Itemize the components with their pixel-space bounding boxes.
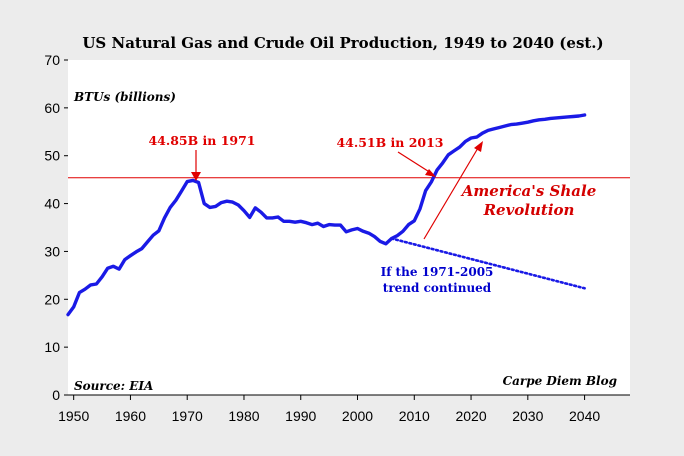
x-tick-label: 1970 [172,408,203,424]
trend-projection-line [390,237,586,290]
annotation-1971-peak: 44.85B in 1971 [148,133,255,148]
annotation-shale-line2: Revolution [483,201,575,219]
y-tick-label: 0 [52,387,60,403]
annotation-1971-arrowhead [191,172,201,181]
x-tick-label: 2000 [342,408,373,424]
chart-title: US Natural Gas and Crude Oil Production,… [82,34,603,52]
x-tick-label: 2010 [399,408,430,424]
production-line [66,113,587,317]
x-tick-label: 2030 [512,408,543,424]
y-tick-label: 60 [44,100,60,116]
annotations: 44.85B in 1971 44.51B in 2013 America's … [148,133,596,295]
y-tick-label: 50 [44,148,60,164]
y-axis-label: BTUs (billions) [73,90,176,104]
credit-note: Carpe Diem Blog [503,374,617,388]
annotation-shale-line1: America's Shale [460,182,596,200]
annotation-trend-line2: trend continued [383,281,492,295]
x-tick-label: 2040 [569,408,600,424]
x-tick-label: 1960 [115,408,146,424]
annotation-2013-level: 44.51B in 2013 [336,135,443,150]
annotation-shale-arrow [423,147,479,240]
plot-area [68,60,630,395]
y-tick-label: 10 [44,339,60,355]
x-axis-ticks: 1950 1960 1970 1980 1990 2000 2010 2020 2030 2040 [58,395,600,424]
x-tick-label: 1950 [58,408,89,424]
x-tick-label: 1980 [228,408,259,424]
source-note: Source: EIA [74,379,153,393]
y-tick-label: 30 [44,243,60,259]
annotation-trend-line1: If the 1971-2005 [381,265,494,279]
series-layer [66,113,587,317]
x-tick-label: 1990 [285,408,316,424]
y-tick-label: 40 [44,196,60,212]
y-tick-label: 70 [44,52,60,68]
y-tick-label: 20 [44,291,60,307]
annotation-2013-arrow [397,151,432,174]
annotation-2013-arrowhead [425,169,436,177]
x-tick-label: 2020 [455,408,486,424]
annotation-shale-arrowhead [474,141,483,152]
y-axis-ticks: 0 10 20 30 40 50 60 70 [44,52,68,403]
